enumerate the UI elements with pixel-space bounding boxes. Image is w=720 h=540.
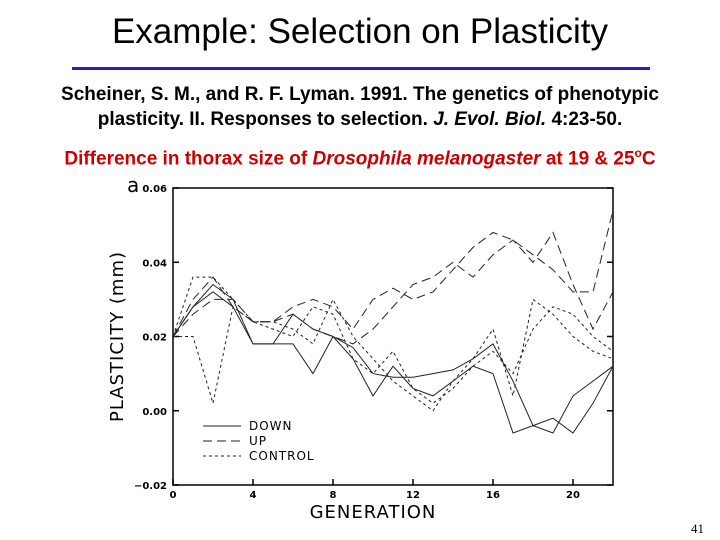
series-line-down-2 xyxy=(172,283,614,434)
subtitle-degree: o xyxy=(634,146,642,160)
legend-label-down: DOWN xyxy=(249,419,293,433)
x-axis-label: GENERATION xyxy=(310,502,437,523)
y-axis-label: PLASTICITY (mm) xyxy=(107,251,128,422)
x-tick-label: 16 xyxy=(486,490,500,501)
series-line-control-2 xyxy=(173,298,614,412)
x-tick-label: 0 xyxy=(170,490,177,501)
y-tick-label: 0.02 xyxy=(142,333,167,344)
x-tick-label: 20 xyxy=(566,490,580,501)
x-tick-label: 4 xyxy=(250,490,257,501)
citation-text-b: 4:23-50. xyxy=(546,109,623,130)
y-tick-label: −0.02 xyxy=(134,481,167,492)
series-line-control-1 xyxy=(172,276,614,404)
y-tick-label: 0.04 xyxy=(142,258,167,269)
x-tick-label: 12 xyxy=(406,490,420,501)
panel-label: a xyxy=(127,176,139,197)
series-line-down-1 xyxy=(172,291,614,434)
chart-subtitle: Difference in thorax size of Drosophila … xyxy=(10,146,710,170)
plasticity-chart: −0.02 0.00 0.02 0.04 0.06 0 4 8 12 16 20 a PLASTICIT… xyxy=(107,176,614,523)
subtitle-species: Drosophila melanogaster xyxy=(312,148,541,170)
title-underline xyxy=(72,67,650,70)
citation-text-a: plasticity. II. Responses to selection. xyxy=(97,109,434,130)
x-tick-label: 8 xyxy=(330,490,337,501)
subtitle-text-b: at 19 & 25 xyxy=(540,148,635,170)
plot-frame xyxy=(172,187,614,486)
subtitle-text-c: C xyxy=(641,148,656,170)
citation-line-1: Scheiner, S. M., and R. F. Lyman. 1991. … xyxy=(61,84,659,105)
series-line-up-2 xyxy=(172,231,614,345)
y-tick-label: 0.00 xyxy=(142,407,167,418)
citation-journal: J. Evol. Biol. xyxy=(433,109,547,130)
legend-label-up: UP xyxy=(249,434,267,448)
slide-title: Example: Selection on Plasticity xyxy=(111,12,609,51)
page-number: 41 xyxy=(691,521,704,536)
citation-line-2: plasticity. II. Responses to selection. … xyxy=(20,107,700,132)
legend-label-control: CONTROL xyxy=(249,449,315,463)
series-line-up-1 xyxy=(172,210,614,337)
subtitle-text-a: Difference in thorax size of xyxy=(64,148,313,170)
citation: Scheiner, S. M., and R. F. Lyman. 1991. … xyxy=(20,82,700,132)
y-tick-label: 0.06 xyxy=(142,184,167,195)
